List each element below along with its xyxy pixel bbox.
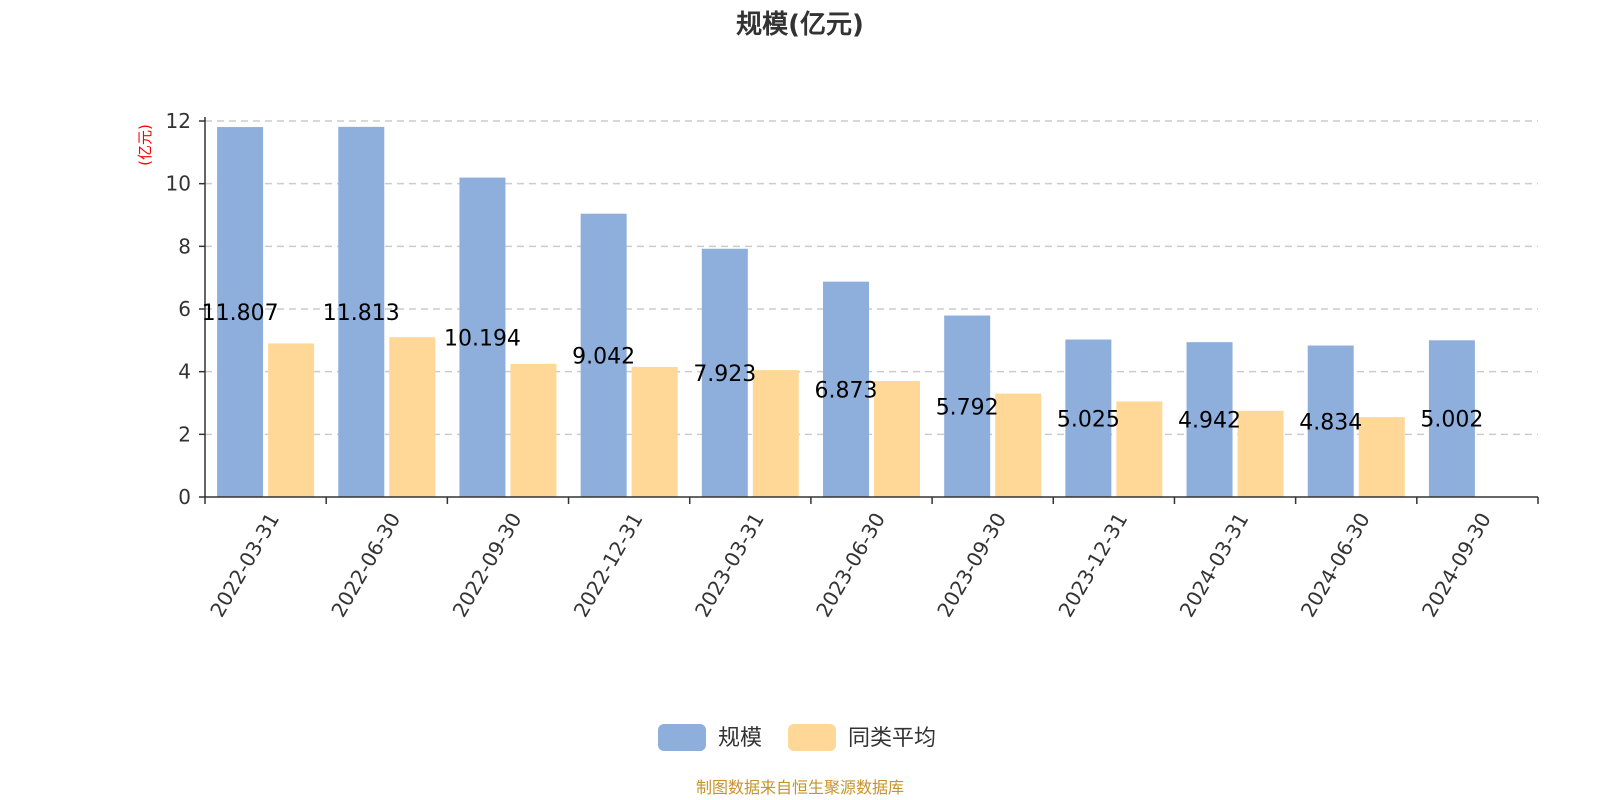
bar-guimo-2023-06-30: [823, 281, 869, 497]
bar-tonglei-2023-03-31: [752, 370, 799, 497]
bar-tonglei-2022-09-30: [510, 363, 557, 497]
legend[interactable]: 规模 同类平均: [658, 724, 936, 751]
bar-guimo-2024-03-31: [1186, 342, 1233, 497]
y-tick-label: 10: [166, 172, 191, 196]
data-label: 9.042: [572, 344, 635, 369]
x-tick-label: 2024-03-31: [1175, 509, 1254, 622]
x-tick-label: 2023-03-31: [690, 509, 769, 622]
data-label: 11.813: [323, 301, 400, 326]
data-label: 5.025: [1057, 407, 1120, 432]
x-tick-label: 2023-09-30: [932, 509, 1011, 622]
data-label: 11.807: [202, 301, 279, 326]
bar-guimo-2022-09-30: [459, 177, 506, 497]
legend-label[interactable]: 同类平均: [848, 726, 936, 751]
bar-tonglei-2022-03-31: [268, 343, 315, 497]
x-tick-label: 2022-06-30: [326, 509, 405, 622]
data-label: 4.834: [1299, 410, 1362, 435]
y-tick-label: 2: [178, 422, 191, 446]
bar-guimo-2022-03-31: [217, 127, 264, 497]
data-label: 10.194: [444, 326, 521, 351]
data-label: 4.942: [1178, 409, 1241, 434]
data-label: 7.923: [693, 362, 756, 387]
y-tick-label: 4: [178, 360, 191, 384]
bar-guimo-2024-09-30: [1428, 340, 1475, 497]
legend-swatch[interactable]: [788, 724, 836, 751]
y-tick-label: 0: [178, 485, 191, 509]
bars: [217, 126, 1475, 497]
bar-guimo-2024-06-30: [1307, 345, 1354, 497]
chart-title: 规模(亿元): [736, 10, 864, 40]
data-label: 5.792: [936, 395, 999, 420]
bar-tonglei-2022-12-31: [631, 366, 678, 497]
x-tick-label: 2022-03-31: [205, 509, 284, 622]
x-tick-label: 2022-12-31: [569, 509, 648, 622]
bar-guimo-2023-09-30: [944, 315, 991, 497]
bar-tonglei-2023-06-30: [874, 381, 920, 497]
bar-tonglei-2023-12-31: [1116, 401, 1163, 497]
bar-guimo-2022-12-31: [580, 213, 627, 497]
legend-swatch[interactable]: [658, 724, 706, 751]
x-tick-label: 2024-09-30: [1417, 509, 1496, 622]
bar-tonglei-2024-03-31: [1237, 410, 1284, 497]
y-axis-unit-label: (亿元): [136, 124, 154, 166]
source-note: 制图数据来自恒生聚源数据库: [696, 778, 904, 797]
data-label: 5.002: [1420, 408, 1483, 433]
bar-tonglei-2024-06-30: [1358, 417, 1405, 497]
x-tick-label: 2023-12-31: [1053, 509, 1132, 622]
y-tick-label: 12: [166, 109, 191, 133]
data-label: 6.873: [815, 378, 878, 403]
bar-tonglei-2023-09-30: [995, 393, 1042, 497]
x-tick-label: 2024-06-30: [1296, 509, 1375, 622]
bar-guimo-2023-03-31: [701, 248, 748, 497]
y-tick-label: 6: [178, 297, 191, 321]
bar-guimo-2022-06-30: [338, 126, 385, 497]
bar-tonglei-2022-06-30: [389, 337, 436, 497]
bar-guimo-2023-12-31: [1065, 339, 1112, 497]
data-labels: 11.807 11.813 10.194 9.042 7.923 6.873 5.792 5.…: [202, 301, 1484, 435]
legend-label[interactable]: 规模: [718, 726, 762, 751]
y-tick-label: 8: [178, 234, 191, 258]
x-tick-label: 2023-06-30: [811, 509, 890, 622]
x-tick-label: 2022-09-30: [448, 509, 527, 622]
